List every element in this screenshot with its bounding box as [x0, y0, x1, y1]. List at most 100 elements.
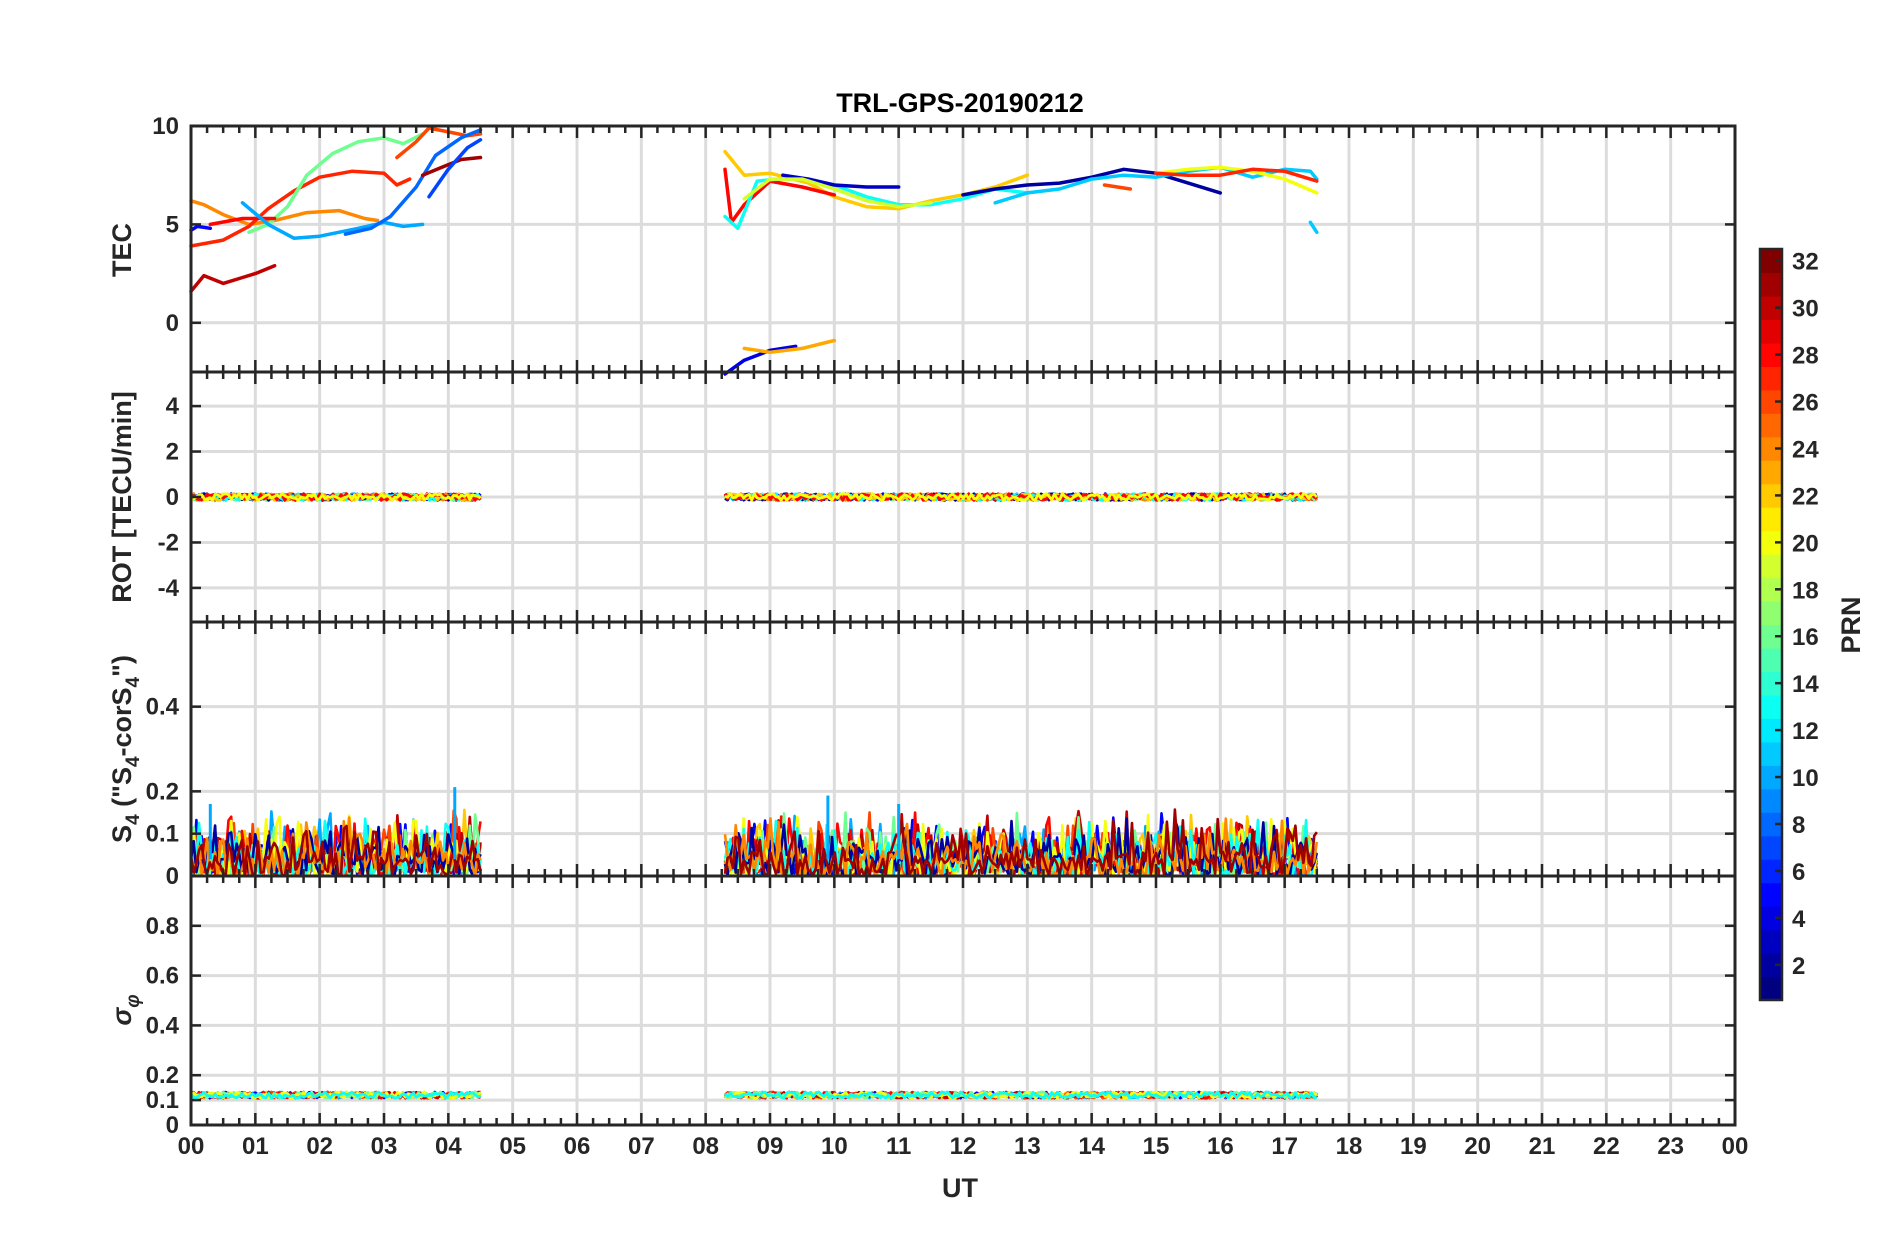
x-tick-label: 03 — [371, 1133, 398, 1160]
x-tick-label: 06 — [564, 1133, 591, 1160]
colorbar-swatch — [1760, 295, 1782, 321]
tec-series-line — [427, 138, 483, 199]
colorbar-swatch — [1760, 601, 1782, 626]
colorbar-swatch — [1760, 389, 1782, 414]
chart-title: TRL-GPS-20190212 — [836, 88, 1084, 118]
colorbar-swatch — [1760, 530, 1782, 555]
colorbar-swatch — [1760, 671, 1782, 696]
x-tick-label: 15 — [1143, 1133, 1170, 1160]
colorbar-swatch — [1760, 953, 1782, 978]
sigma-ytick-label: 0.6 — [146, 963, 179, 990]
sigma-phi-panel: σφ 00.10.2 0.4 0.6 0.8 — [107, 874, 1737, 1139]
colorbar-tick-label: 20 — [1792, 530, 1819, 557]
colorbar-swatch — [1760, 741, 1782, 766]
tec-series-line — [189, 263, 277, 294]
tec-series-line — [189, 199, 380, 227]
colorbar-tick-label: 26 — [1792, 390, 1819, 417]
colorbar-swatch — [1760, 835, 1782, 860]
colorbar-swatch — [1760, 319, 1782, 344]
colorbar-tick-label: 6 — [1792, 859, 1805, 886]
colorbar-swatch — [1760, 859, 1782, 884]
s4-ytick-label: 0 — [166, 863, 179, 890]
s4-ylabel: S4 ("S4-corS4") — [107, 655, 144, 843]
colorbar-swatch — [1760, 624, 1782, 649]
tec-series-line — [742, 177, 933, 209]
x-tick-label: 16 — [1207, 1133, 1234, 1160]
rot-ytick-label: 4 — [166, 393, 180, 420]
tec-series-line — [1308, 220, 1319, 235]
s4-ytick-label: 0.4 — [146, 694, 180, 721]
tec-series-line — [961, 167, 1223, 197]
colorbar-swatch — [1760, 929, 1782, 954]
rot-ytick-label: -2 — [158, 529, 179, 556]
rot-ytick-label: 2 — [166, 439, 179, 466]
colorbar-swatch — [1760, 342, 1782, 367]
x-axis-label: UT — [942, 1173, 978, 1203]
colorbar-label: PRN — [1836, 596, 1866, 653]
colorbar-swatch — [1760, 507, 1782, 532]
x-tick-label: 20 — [1464, 1133, 1491, 1160]
colorbar-swatch — [1760, 976, 1782, 1001]
x-tick-label: 00 — [1722, 1133, 1749, 1160]
tec-ytick-label: 10 — [152, 113, 179, 140]
colorbar-tick-label: 2 — [1792, 953, 1805, 980]
colorbar-tick-label: 14 — [1792, 671, 1819, 698]
x-tick-label: 21 — [1529, 1133, 1556, 1160]
x-tick-label: 14 — [1078, 1133, 1105, 1160]
colorbar-swatch — [1760, 436, 1782, 461]
x-tick-label: 19 — [1400, 1133, 1427, 1160]
colorbar-tick-label: 18 — [1792, 577, 1819, 604]
tec-ylabel: TEC — [107, 223, 137, 277]
rot-ylabel: ROT [TECU/min] — [107, 391, 137, 602]
x-tick-label: 00 — [178, 1133, 205, 1160]
x-tick-label: 12 — [950, 1133, 977, 1160]
s4-series-line — [723, 817, 1319, 878]
tec-series-line — [1154, 167, 1319, 183]
x-tick-label: 01 — [242, 1133, 269, 1160]
colorbar-swatch — [1760, 483, 1782, 508]
s4-panel: S4 ("S4-corS4") 0 0.1 0.2 0.4 — [107, 620, 1737, 890]
tec-series-line — [240, 201, 425, 240]
colorbar-tick-label: 16 — [1792, 624, 1819, 651]
s4-ytick-label: 0.2 — [146, 778, 179, 805]
rot-ytick-label: -4 — [158, 575, 180, 602]
rot-panel: ROT [TECU/min] -4 -2 0 2 4 — [107, 370, 1737, 624]
sigma-phi-ylabel: σφ — [107, 994, 144, 1025]
colorbar-tick-label: 24 — [1792, 436, 1819, 463]
tec-series-line — [343, 128, 483, 236]
colorbar-swatch — [1760, 694, 1782, 719]
colorbar-swatch — [1760, 812, 1782, 837]
colorbar-tick-label: 30 — [1792, 296, 1819, 323]
colorbar-tick-label: 8 — [1792, 812, 1805, 839]
tec-ytick-label: 0 — [166, 310, 179, 337]
x-tick-label: 22 — [1593, 1133, 1620, 1160]
colorbar-tick-label: 28 — [1792, 343, 1819, 370]
colorbar-tick-label: 10 — [1792, 765, 1819, 792]
colorbar-swatch — [1760, 647, 1782, 673]
x-tick-label: 10 — [821, 1133, 848, 1160]
tec-series-line — [1102, 183, 1133, 191]
x-tick-label: 04 — [435, 1133, 462, 1160]
colorbar-tick-label: 4 — [1792, 906, 1806, 933]
tec-series-line — [742, 338, 837, 355]
sigma-ytick-label: 0.8 — [146, 913, 179, 940]
colorbar-swatch — [1760, 272, 1782, 297]
x-tick-label: 18 — [1336, 1133, 1363, 1160]
colorbar-swatch — [1760, 765, 1782, 790]
sigma-series-line — [724, 1090, 1318, 1100]
colorbar-tick-label: 12 — [1792, 718, 1819, 745]
x-tick-label: 07 — [628, 1133, 655, 1160]
x-axis: 00 01 02 03 04 05 06 07 08 09 10 11 12 13 14 15 16 17 18 19… — [178, 1133, 1749, 1160]
x-tick-label: 05 — [499, 1133, 526, 1160]
colorbar-swatch — [1760, 906, 1782, 931]
sigma-ytick-label: 0.4 — [146, 1012, 180, 1039]
tec-ytick-label: 5 — [166, 211, 179, 238]
tec-series-line — [189, 224, 213, 233]
colorbar-tick-label: 32 — [1792, 249, 1819, 276]
tec-series-line — [723, 167, 837, 225]
colorbar-swatch — [1760, 249, 1782, 274]
x-tick-label: 02 — [306, 1133, 333, 1160]
x-tick-label: 13 — [1014, 1133, 1041, 1160]
x-tick-label: 09 — [757, 1133, 784, 1160]
